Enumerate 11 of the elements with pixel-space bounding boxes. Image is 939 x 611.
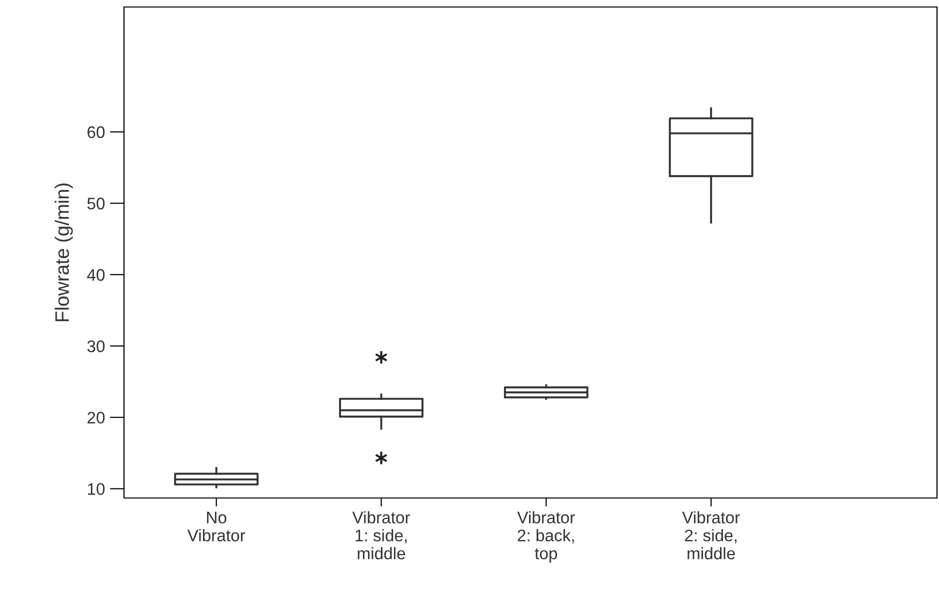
x-tick-label: Vibrator 2: side, middle <box>682 511 740 560</box>
y-tick-label: 30 <box>87 340 105 352</box>
y-tick-label: 20 <box>88 412 105 424</box>
y-tick-label: 60 <box>88 126 105 138</box>
y-axis-title: Flowrate (g/min) <box>54 183 73 322</box>
x-tick-label: Vibrator 2: back, top <box>517 511 575 563</box>
y-tick-label: 40 <box>87 269 105 281</box>
x-tick-label: Vibrator 1: side, middle <box>352 511 410 560</box>
y-tick-label: 50 <box>87 198 105 210</box>
y-tick-label: 10 <box>88 483 105 495</box>
x-tick-label: No Vibrator <box>187 512 246 542</box>
